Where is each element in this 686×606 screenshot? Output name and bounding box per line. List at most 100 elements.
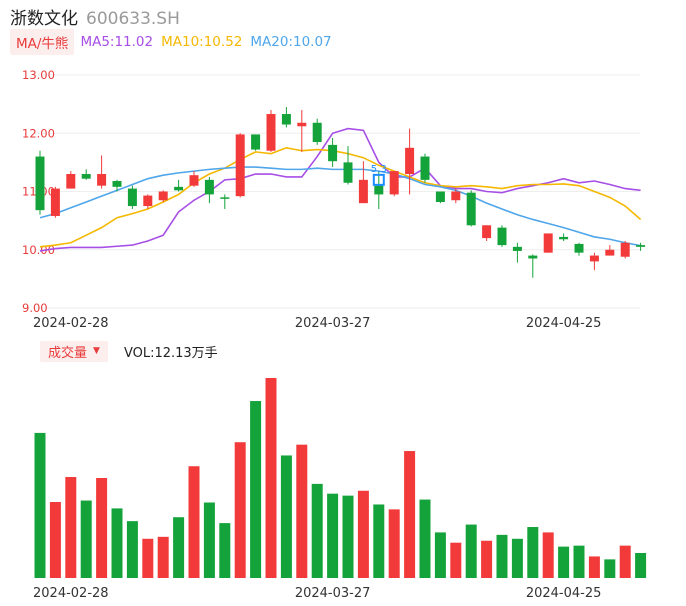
candle-body bbox=[220, 197, 230, 199]
candle-body bbox=[466, 192, 476, 226]
volume-bar bbox=[573, 545, 585, 578]
volume-bar bbox=[250, 401, 262, 578]
volume-legend: 成交量 ▼ VOL:12.13万手 bbox=[40, 340, 218, 362]
volume-bar bbox=[481, 540, 493, 578]
volume-bar bbox=[203, 502, 215, 578]
volume-selector-label: 成交量 bbox=[48, 345, 88, 361]
volume-bar bbox=[404, 451, 416, 578]
volume-x-tick-label: 2024-02-28 bbox=[33, 586, 109, 601]
volume-bar bbox=[188, 466, 200, 578]
candle-body bbox=[251, 134, 261, 150]
indicator-selector-button[interactable]: MA/牛熊 bbox=[10, 29, 75, 55]
ma-legend: MA/牛熊 MA5:11.02 MA10:10.52 MA20:10.07 bbox=[10, 29, 336, 55]
candle-body bbox=[112, 181, 122, 187]
candle-body bbox=[482, 225, 492, 239]
volume-bar bbox=[558, 546, 570, 578]
candle-body bbox=[358, 179, 368, 204]
candle-body bbox=[143, 195, 153, 207]
stock-name: 浙数文化 bbox=[10, 9, 78, 29]
crosshair-marker-icon bbox=[372, 173, 385, 186]
candle-body bbox=[50, 188, 60, 216]
candle-body bbox=[97, 174, 107, 186]
ma10-label: MA10:10.52 bbox=[161, 34, 243, 50]
candle-body bbox=[328, 144, 338, 162]
price-x-tick-label: 2024-02-28 bbox=[33, 316, 109, 331]
volume-bar bbox=[96, 478, 108, 578]
volume-bar bbox=[357, 490, 369, 578]
volume-bar bbox=[173, 517, 185, 578]
candle-body bbox=[528, 255, 538, 259]
volume-bar bbox=[126, 521, 138, 578]
candle-body bbox=[559, 236, 569, 240]
volume-bar bbox=[157, 536, 169, 578]
stock-header: 浙数文化 600633.SH bbox=[10, 4, 180, 29]
volume-bar bbox=[604, 559, 616, 578]
candle-body bbox=[574, 243, 584, 253]
volume-x-tick-label: 2024-03-27 bbox=[295, 586, 371, 601]
candle-body bbox=[235, 134, 245, 197]
volume-value: VOL:12.13万手 bbox=[123, 345, 218, 361]
candle-body bbox=[312, 122, 322, 142]
candle-body bbox=[174, 186, 184, 191]
candle-body bbox=[620, 242, 630, 257]
volume-bar bbox=[342, 495, 354, 578]
volume-x-tick-label: 2024-04-25 bbox=[526, 586, 602, 601]
volume-bar bbox=[588, 556, 600, 578]
ma20-label: MA20:10.07 bbox=[250, 34, 332, 50]
volume-bar bbox=[311, 483, 323, 578]
candle-body bbox=[343, 162, 353, 183]
volume-bar bbox=[219, 523, 231, 578]
volume-bar bbox=[142, 538, 154, 578]
volume-bar bbox=[511, 538, 523, 578]
caret-down-icon: ▼ bbox=[93, 346, 100, 356]
candle-body bbox=[281, 114, 291, 125]
candle-body bbox=[451, 191, 461, 201]
volume-bar bbox=[280, 455, 292, 578]
candle-body bbox=[158, 191, 168, 201]
volume-bar bbox=[373, 504, 385, 578]
candle-body bbox=[204, 179, 214, 195]
volume-bar bbox=[450, 542, 462, 578]
candle-body bbox=[435, 191, 445, 202]
ma-line-ma10 bbox=[39, 146, 642, 248]
candle-body bbox=[189, 175, 199, 186]
candle-body bbox=[589, 255, 599, 262]
stock-code: 600633.SH bbox=[86, 9, 180, 29]
candle-body bbox=[35, 156, 45, 211]
volume-bar bbox=[34, 432, 46, 578]
volume-bar bbox=[234, 442, 246, 578]
candle-body bbox=[405, 147, 415, 175]
ma-line-ma20 bbox=[39, 166, 641, 247]
candle-body bbox=[389, 171, 399, 195]
candle-body bbox=[374, 185, 384, 195]
volume-bar bbox=[49, 502, 61, 578]
volume-bar bbox=[542, 532, 554, 578]
price-tick-label: 13.00 bbox=[22, 68, 55, 82]
candle-body bbox=[497, 227, 507, 246]
price-x-tick-label: 2024-03-27 bbox=[295, 316, 371, 331]
candle-body bbox=[512, 246, 522, 251]
volume-bar bbox=[619, 545, 631, 578]
candle-body bbox=[127, 188, 137, 207]
candle-body bbox=[420, 156, 430, 180]
volume-bar bbox=[465, 524, 477, 578]
price-x-tick-label: 2024-04-25 bbox=[526, 316, 602, 331]
volume-bar bbox=[388, 509, 400, 578]
candle-body bbox=[81, 174, 91, 179]
volume-bar bbox=[419, 499, 431, 578]
crosshair-badge: 5.3 bbox=[371, 164, 387, 175]
price-tick-label: 9.00 bbox=[22, 301, 48, 315]
candle-body bbox=[543, 233, 553, 253]
volume-bar bbox=[635, 553, 647, 578]
volume-bar bbox=[265, 378, 277, 578]
volume-bar bbox=[527, 527, 539, 578]
volume-bar bbox=[111, 508, 123, 578]
candle-body bbox=[66, 174, 76, 189]
volume-selector-button[interactable]: 成交量 ▼ bbox=[40, 340, 108, 362]
volume-bar bbox=[496, 534, 508, 578]
candle-body bbox=[266, 114, 276, 151]
volume-bar bbox=[296, 444, 308, 578]
candle-body bbox=[636, 245, 646, 247]
ma5-label: MA5:11.02 bbox=[80, 34, 154, 50]
